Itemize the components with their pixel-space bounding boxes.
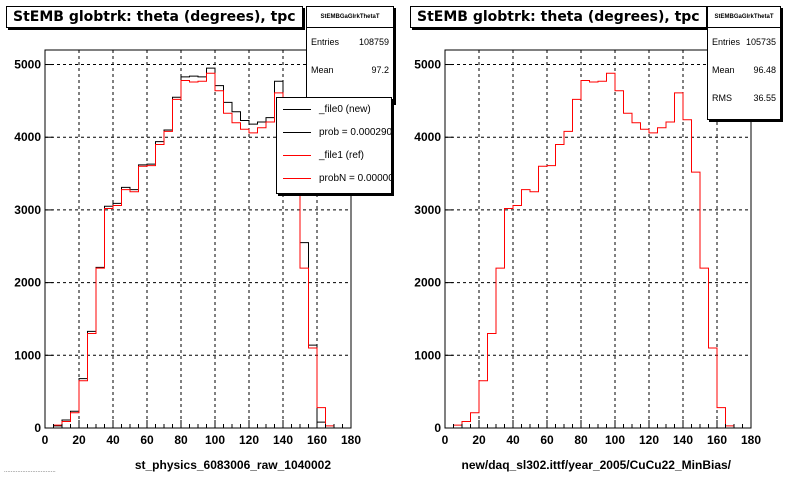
left-stats-mean-value: 97.2 <box>371 65 389 75</box>
left-legend: _file0 (new) prob = 0.000290 _file1 (ref… <box>276 97 392 194</box>
left-stats-mean-label: Mean <box>311 65 334 75</box>
right-y-tick-label: 3000 <box>414 203 441 217</box>
legend-label-prob: prob = 0.000290 <box>319 127 392 138</box>
left-x-axis-label: st_physics_6083006_raw_1040002 <box>135 458 331 472</box>
left-y-tick-label: 4000 <box>14 130 41 144</box>
left-x-tick-label: 80 <box>174 433 188 447</box>
right-y-tick-label: 5000 <box>414 58 441 72</box>
left-y-tick-label: 0 <box>34 421 41 435</box>
right-y-tick-label: 4000 <box>414 130 441 144</box>
right-stats-entries-label: Entries <box>712 37 741 47</box>
left-x-tick-label: 180 <box>341 433 361 447</box>
legend-swatch-file0 <box>283 109 311 110</box>
left-stats-header: StEMBGaGlrkThetaT <box>307 7 393 28</box>
left-stats-entries-row: Entries 108759 <box>307 28 393 56</box>
right-stats-entries-row: Entries 105735 <box>708 28 780 56</box>
left-x-tick-label: 100 <box>205 433 225 447</box>
left-stats-mean-row: Mean 97.2 <box>307 56 393 84</box>
left-y-tick-label: 2000 <box>14 276 41 290</box>
left-x-tick-label: 40 <box>106 433 120 447</box>
left-y-tick-label: 5000 <box>14 58 41 72</box>
left-x-tick-label: 160 <box>307 433 327 447</box>
right-x-tick-label: 40 <box>506 433 520 447</box>
right-stats-header: StEMBGaGlrkThetaT <box>708 7 780 28</box>
right-x-tick-label: 180 <box>741 433 761 447</box>
right-x-tick-label: 60 <box>540 433 554 447</box>
left-y-tick-label: 3000 <box>14 203 41 217</box>
right-plot-area <box>445 50 751 428</box>
right-x-tick-label: 0 <box>442 433 449 447</box>
right-stats-rms-value: 36.55 <box>753 93 776 103</box>
right-stats-rms-row: RMS 36.55 <box>708 84 780 112</box>
right-x-tick-label: 20 <box>472 433 486 447</box>
legend-swatch-probn <box>283 178 311 179</box>
left-x-tick-label: 60 <box>140 433 154 447</box>
left-x-tick-label: 0 <box>42 433 49 447</box>
left-x-tick-label: 140 <box>273 433 293 447</box>
right-x-tick-label: 160 <box>707 433 727 447</box>
legend-entry-prob: prob = 0.000290 <box>277 121 391 144</box>
right-x-tick-label: 120 <box>639 433 659 447</box>
right-series-0-histogram <box>445 72 751 429</box>
right-plot-title-text: StEMB globtrk: theta (degrees), tpc <box>417 9 700 25</box>
right-x-tick-label: 100 <box>605 433 625 447</box>
right-stats-mean-row: Mean 96.48 <box>708 56 780 84</box>
footer-text: ............................... <box>4 468 56 474</box>
legend-entry-file1: _file1 (ref) <box>277 144 391 167</box>
legend-label-probn: probN = 0.000000 <box>319 173 392 184</box>
left-y-tick-label: 1000 <box>14 348 41 362</box>
right-stats-rms-label: RMS <box>712 93 732 103</box>
legend-swatch-file1 <box>283 155 311 156</box>
left-stats-box: StEMBGaGlrkThetaT Entries 108759 Mean 97… <box>306 6 394 103</box>
left-stats-entries-label: Entries <box>311 37 340 47</box>
legend-label-file0: _file0 (new) <box>319 104 371 115</box>
left-stats-entries-value: 108759 <box>358 37 389 47</box>
left-plot-title: StEMB globtrk: theta (degrees), tpc <box>6 6 303 28</box>
right-stats-mean-label: Mean <box>712 65 735 75</box>
right-y-tick-label: 1000 <box>414 348 441 362</box>
left-x-tick-label: 20 <box>72 433 86 447</box>
legend-swatch-prob <box>283 132 311 133</box>
right-x-tick-label: 80 <box>574 433 588 447</box>
legend-entry-file0: _file0 (new) <box>277 98 391 121</box>
legend-entry-probn: probN = 0.000000 <box>277 167 391 190</box>
right-plot-title: StEMB globtrk: theta (degrees), tpc <box>410 6 707 28</box>
left-plot-title-text: StEMB globtrk: theta (degrees), tpc <box>13 9 296 25</box>
legend-label-file1: _file1 (ref) <box>319 150 365 161</box>
right-x-axis-label: new/daq_sl302.ittf/year_2005/CuCu22_MinB… <box>462 458 732 472</box>
right-y-tick-label: 0 <box>434 421 441 435</box>
right-stats-box: StEMBGaGlrkThetaT Entries 105735 Mean 96… <box>707 6 781 120</box>
left-x-tick-label: 120 <box>239 433 259 447</box>
right-x-tick-label: 140 <box>673 433 693 447</box>
right-stats-entries-value: 105735 <box>745 37 776 47</box>
right-y-tick-label: 2000 <box>414 276 441 290</box>
right-stats-mean-value: 96.48 <box>753 65 776 75</box>
